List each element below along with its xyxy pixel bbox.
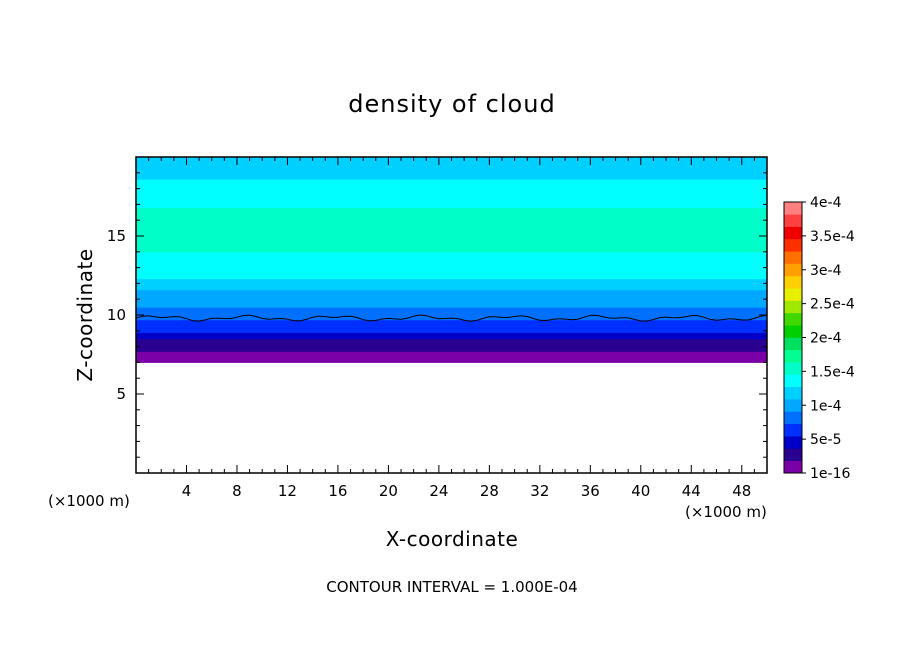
contour-band (136, 157, 767, 180)
y-axis-label: Z-coordinate (73, 248, 97, 381)
colorbar-swatch (784, 300, 802, 314)
contour-band (136, 251, 767, 265)
x-tick-label: 40 (631, 482, 650, 500)
contour-band (136, 351, 767, 359)
contour-band (136, 345, 767, 352)
colorbar-swatch (784, 312, 802, 326)
colorbar-swatch (784, 349, 802, 363)
y-axis-ticks: 5 10 15 (107, 172, 767, 458)
contour-band (136, 207, 767, 253)
x-axis-label: X-coordinate (386, 527, 519, 551)
contour-band (136, 326, 767, 333)
colorbar-label: 2e-4 (810, 331, 842, 347)
y-tick-label: 5 (116, 385, 126, 403)
x-tick-label: 32 (530, 482, 549, 500)
x-tick-label: 4 (182, 482, 192, 500)
colorbar-swatch (784, 202, 802, 215)
contour-band (136, 278, 767, 291)
contour-band (136, 289, 767, 300)
contour-band (136, 194, 767, 209)
colorbar-swatch (784, 226, 802, 240)
colorbar-label: 1.5e-4 (810, 364, 855, 380)
x-tick-label: 24 (429, 482, 448, 500)
contour-band (136, 319, 767, 327)
colorbar-label: 1e-16 (810, 466, 850, 482)
colorbar-swatch (784, 238, 802, 252)
colorbar-swatch (784, 362, 802, 375)
x-axis-ticks: 4 8 12 16 20 24 28 32 36 40 44 48 (148, 157, 755, 500)
colorbar-swatch (784, 263, 802, 277)
contour-band (136, 313, 767, 321)
colorbar-label: 3.5e-4 (810, 229, 855, 245)
x-tick-label: 48 (732, 482, 751, 500)
contour-interval-note: CONTOUR INTERVAL = 1.000E-04 (326, 578, 577, 596)
colorbar-swatch (784, 386, 802, 400)
contour-band (136, 299, 767, 308)
colorbar-swatch (784, 448, 802, 461)
x-tick-label: 12 (278, 482, 297, 500)
x-tick-label: 28 (480, 482, 499, 500)
x-axis-unit-left: (×1000 m) (48, 492, 130, 510)
colorbar-swatch (784, 411, 802, 425)
y-tick-label: 15 (107, 227, 126, 245)
colorbar-swatch (784, 337, 802, 351)
colorbar-swatch (784, 374, 802, 388)
colorbar-label: 2.5e-4 (810, 297, 855, 313)
x-tick-label: 8 (232, 482, 242, 500)
colorbar: 1e-16 5e-5 1e-4 1.5e-4 2e-4 2.5e-4 3e-4 3.5e-4 4… (783, 195, 855, 482)
colorbar-swatch (784, 423, 802, 437)
contour-band (136, 179, 767, 196)
colorbar-swatches (784, 202, 802, 474)
contour-band (136, 338, 767, 346)
colorbar-label: 3e-4 (810, 263, 842, 279)
colorbar-swatch (784, 325, 802, 338)
colorbar-swatch (784, 251, 802, 264)
y-tick-label: 10 (107, 306, 126, 324)
colorbar-label: 1e-4 (810, 398, 842, 414)
contour-bands (136, 157, 767, 363)
x-tick-label: 36 (581, 482, 600, 500)
contour-band (136, 332, 767, 340)
colorbar-swatch (784, 399, 802, 412)
colorbar-swatch (784, 436, 802, 449)
contour-band (136, 264, 767, 280)
contour-band (136, 307, 767, 314)
colorbar-swatch (784, 214, 802, 227)
colorbar-label: 4e-4 (810, 195, 842, 211)
colorbar-labels: 1e-16 5e-5 1e-4 1.5e-4 2e-4 2.5e-4 3e-4 3.5e-4 4… (802, 195, 855, 482)
colorbar-swatch (784, 275, 802, 289)
chart-title: density of cloud (348, 90, 555, 118)
colorbar-label: 5e-5 (810, 432, 841, 448)
x-axis-unit-right: (×1000 m) (685, 503, 767, 521)
colorbar-swatch (784, 288, 802, 301)
x-tick-label: 44 (682, 482, 701, 500)
x-tick-label: 20 (379, 482, 398, 500)
contour-line (136, 314, 767, 322)
colorbar-swatch (784, 460, 802, 474)
x-tick-label: 16 (328, 482, 347, 500)
contour-band (136, 357, 767, 363)
